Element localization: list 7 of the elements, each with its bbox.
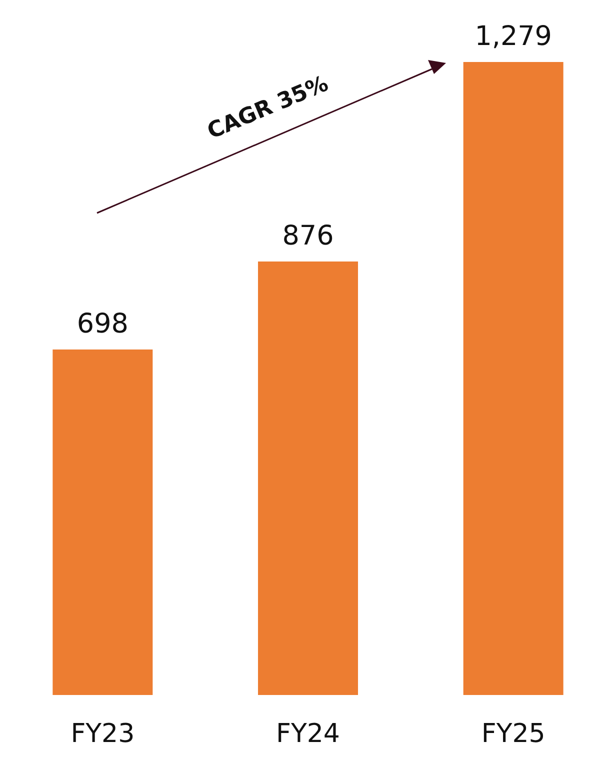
x-tick-label: FY23 <box>70 719 135 749</box>
annotation: CAGR 35% <box>204 72 332 144</box>
data-label: 698 <box>76 308 128 340</box>
x-tick-label: FY24 <box>276 719 340 749</box>
x-tick-label: FY25 <box>481 719 546 749</box>
data-label: 1,279 <box>474 21 552 52</box>
data-label: 876 <box>282 220 334 252</box>
